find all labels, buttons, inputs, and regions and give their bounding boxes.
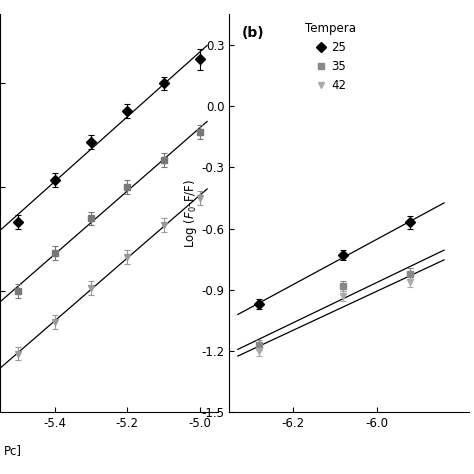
Y-axis label: Log ($F_0$-F/F): Log ($F_0$-F/F) [182,179,199,248]
Text: (b): (b) [241,26,264,40]
Legend: 25, 35, 42: 25, 35, 42 [302,20,358,94]
Text: Pc]: Pc] [4,444,22,457]
X-axis label: Pc]: Pc] [0,473,1,474]
